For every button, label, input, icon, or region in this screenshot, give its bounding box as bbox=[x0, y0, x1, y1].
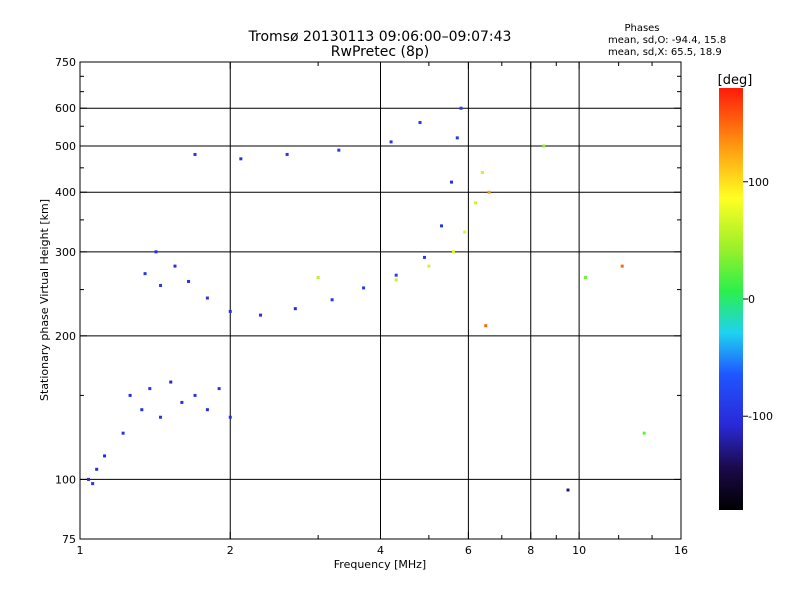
data-point bbox=[180, 400, 184, 404]
data-point bbox=[259, 313, 263, 317]
data-point bbox=[121, 431, 125, 435]
data-point bbox=[285, 152, 289, 156]
data-points bbox=[87, 106, 646, 492]
data-point bbox=[169, 380, 173, 384]
data-point bbox=[455, 136, 459, 140]
data-point bbox=[293, 307, 297, 311]
data-point bbox=[362, 286, 366, 290]
x-tick-label: 1 bbox=[77, 544, 84, 557]
data-point bbox=[337, 148, 341, 152]
colorbar-tick-label: 100 bbox=[748, 176, 769, 189]
ticks bbox=[79, 61, 682, 540]
data-point bbox=[143, 272, 147, 276]
title-group: Tromsø 20130113 09:06:00–09:07:43 RwPret… bbox=[248, 29, 512, 60]
x-axis-label: Frequency [MHz] bbox=[334, 558, 426, 571]
data-point bbox=[148, 387, 152, 391]
data-point bbox=[205, 408, 209, 412]
data-point bbox=[91, 482, 95, 486]
data-point bbox=[620, 264, 624, 268]
data-point bbox=[394, 278, 398, 282]
phases-header: Phases bbox=[624, 23, 659, 34]
data-point bbox=[239, 157, 243, 161]
data-point bbox=[463, 230, 467, 234]
x-tick-label: 4 bbox=[377, 544, 384, 557]
colorbar-ticks: 100 0 -100 bbox=[743, 176, 773, 423]
data-point bbox=[480, 170, 484, 174]
colorbar: [deg] 100 0 -100 bbox=[718, 73, 773, 510]
y-tick-label: 300 bbox=[55, 246, 76, 259]
data-point bbox=[228, 415, 232, 419]
y-axis-label: Stationary phase Virtual Height [km] bbox=[38, 199, 51, 401]
y-tick-label: 750 bbox=[55, 56, 76, 69]
x-tick-label: 16 bbox=[674, 544, 688, 557]
data-point bbox=[217, 387, 221, 391]
y-tick-label: 100 bbox=[55, 473, 76, 486]
plot-area bbox=[79, 61, 682, 540]
data-point bbox=[159, 415, 163, 419]
data-point bbox=[103, 454, 107, 458]
data-point bbox=[140, 408, 144, 412]
colorbar-label: [deg] bbox=[718, 73, 753, 88]
data-point bbox=[389, 140, 393, 144]
data-point bbox=[205, 296, 209, 300]
data-point bbox=[330, 298, 334, 302]
data-point bbox=[95, 467, 99, 471]
data-point bbox=[422, 255, 426, 259]
x-tick-label: 8 bbox=[527, 544, 534, 557]
data-point bbox=[484, 324, 488, 328]
data-point bbox=[440, 224, 444, 228]
data-point bbox=[228, 309, 232, 313]
phases-o-mode: mean, sd,O: -94.4, 15.8 bbox=[608, 35, 726, 46]
data-point bbox=[584, 276, 588, 280]
data-point bbox=[193, 152, 197, 156]
chart-subtitle: RwPretec (8p) bbox=[331, 44, 429, 60]
y-tick-labels: 75 100 200 300 400 500 600 750 bbox=[55, 56, 76, 546]
chart-title: Tromsø 20130113 09:06:00–09:07:43 bbox=[248, 29, 512, 45]
colorbar-tick-label: -100 bbox=[748, 410, 773, 423]
x-tick-labels: 1 2 4 6 8 10 16 bbox=[77, 544, 689, 557]
data-point bbox=[459, 106, 463, 110]
data-point bbox=[128, 393, 132, 397]
data-point bbox=[642, 431, 646, 435]
data-point bbox=[487, 190, 491, 194]
x-tick-label: 2 bbox=[227, 544, 234, 557]
colorbar-gradient bbox=[719, 88, 743, 510]
data-point bbox=[451, 250, 455, 254]
y-tick-label: 200 bbox=[55, 330, 76, 343]
data-point bbox=[542, 144, 546, 148]
data-point bbox=[187, 279, 191, 283]
x-tick-label: 6 bbox=[465, 544, 472, 557]
data-point bbox=[154, 250, 158, 254]
data-point bbox=[566, 488, 570, 492]
data-point bbox=[394, 273, 398, 277]
phases-summary: Phases mean, sd,O: -94.4, 15.8 mean, sd,… bbox=[608, 23, 726, 58]
data-point bbox=[316, 276, 320, 280]
x-tick-label: 10 bbox=[572, 544, 586, 557]
phases-x-mode: mean, sd,X: 65.5, 18.9 bbox=[608, 47, 722, 58]
y-tick-label: 75 bbox=[62, 533, 76, 546]
colorbar-tick-label: 0 bbox=[748, 293, 755, 306]
data-point bbox=[87, 477, 91, 481]
data-point bbox=[449, 180, 453, 184]
y-tick-label: 500 bbox=[55, 140, 76, 153]
data-point bbox=[159, 283, 163, 287]
y-tick-label: 600 bbox=[55, 102, 76, 115]
data-point bbox=[427, 264, 431, 268]
data-point bbox=[193, 393, 197, 397]
data-point bbox=[418, 121, 422, 125]
data-point bbox=[473, 201, 477, 205]
data-point bbox=[173, 264, 177, 268]
y-tick-label: 400 bbox=[55, 186, 76, 199]
grid bbox=[80, 62, 681, 539]
